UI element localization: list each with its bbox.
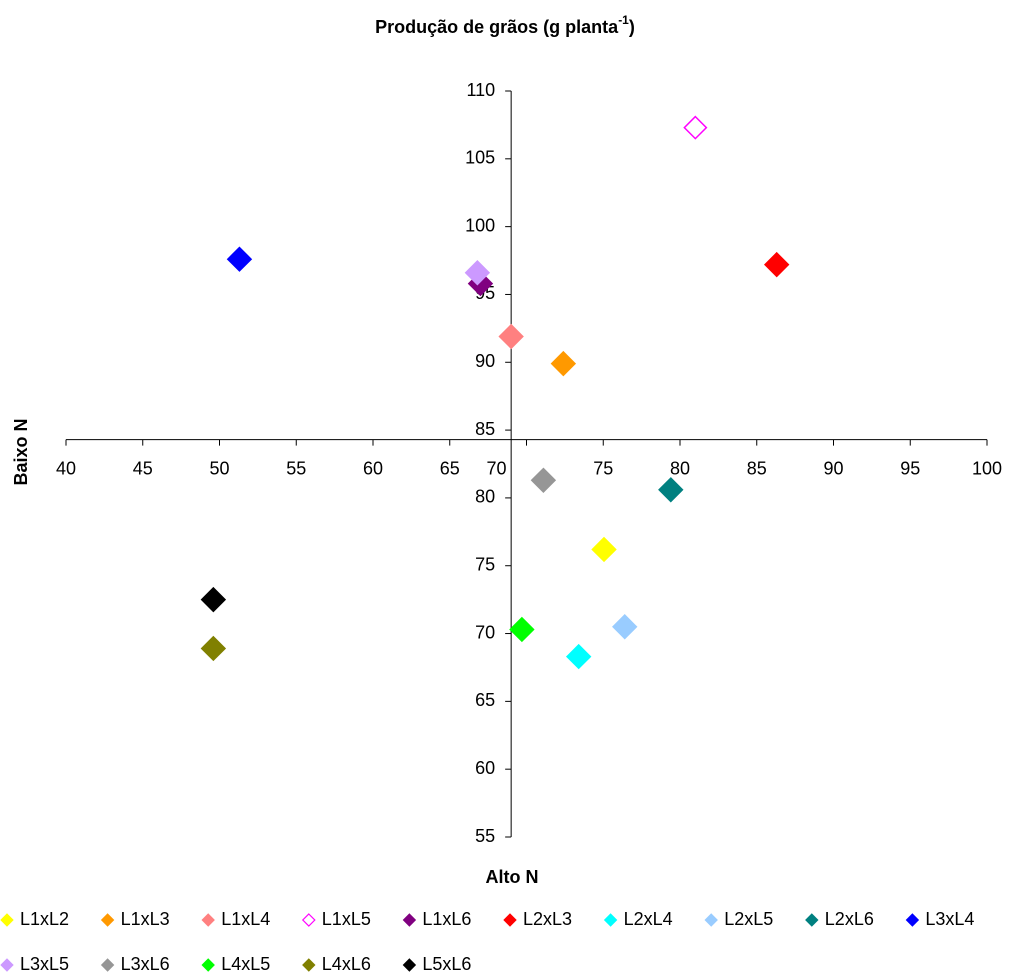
legend-marker bbox=[0, 958, 14, 972]
y-tick-label: 65 bbox=[475, 690, 495, 710]
x-tick-label: 50 bbox=[209, 458, 229, 478]
legend-label: L1xL4 bbox=[221, 909, 270, 929]
legend-label: L2xL3 bbox=[523, 909, 572, 929]
legend-marker bbox=[0, 913, 14, 927]
chart-title: Produção de grãos (g planta-1) bbox=[375, 13, 635, 37]
legend-marker bbox=[100, 913, 115, 927]
y-tick-label: 105 bbox=[465, 148, 495, 168]
x-tick-label: 95 bbox=[900, 458, 920, 478]
legend-label: L1xL3 bbox=[121, 909, 170, 929]
x-tick-label: 85 bbox=[747, 458, 767, 478]
y-tick-label: 80 bbox=[475, 487, 495, 507]
legend-marker bbox=[201, 913, 215, 927]
point bbox=[464, 260, 491, 286]
y-tick-label: 90 bbox=[475, 351, 495, 371]
point bbox=[498, 323, 524, 350]
y-tick-label: 75 bbox=[475, 554, 495, 574]
legend-label: L3xL6 bbox=[121, 954, 170, 973]
legend-label: L1xL5 bbox=[322, 909, 371, 929]
point bbox=[565, 643, 592, 670]
title-text: Produção de grãos (g planta bbox=[375, 17, 619, 37]
y-tick-label: 110 bbox=[466, 80, 495, 100]
legend-label: L4xL5 bbox=[221, 954, 270, 973]
y-axis-title: Baixo N bbox=[11, 418, 31, 485]
title-suffix: ) bbox=[629, 17, 635, 37]
legend-marker bbox=[402, 958, 417, 972]
legend-label: L3xL4 bbox=[925, 909, 974, 929]
x-tick-label: 55 bbox=[286, 458, 306, 478]
x-tick-label: 60 bbox=[363, 458, 383, 478]
legend-marker bbox=[905, 913, 920, 927]
point bbox=[612, 614, 638, 640]
legend-label: L3xL5 bbox=[20, 954, 69, 973]
y-tick-label: 85 bbox=[475, 419, 495, 439]
legend-label: L2xL5 bbox=[724, 909, 773, 929]
point bbox=[509, 616, 535, 643]
point bbox=[550, 350, 577, 377]
point bbox=[226, 246, 253, 272]
point bbox=[591, 536, 617, 563]
legend-marker bbox=[301, 913, 316, 927]
legend-marker bbox=[805, 913, 819, 927]
legend-marker bbox=[704, 913, 718, 927]
y-tick-label: 70 bbox=[475, 622, 495, 642]
legend-marker bbox=[603, 913, 618, 927]
legend-marker bbox=[100, 958, 115, 972]
x-tick-label: 45 bbox=[133, 458, 153, 478]
point bbox=[763, 251, 790, 278]
point bbox=[530, 467, 557, 493]
point bbox=[658, 477, 684, 503]
x-tick-label: 75 bbox=[593, 458, 613, 478]
legend-marker bbox=[302, 958, 316, 972]
y-tick-label: 55 bbox=[475, 826, 495, 846]
legend-marker bbox=[402, 913, 417, 927]
legend-marker bbox=[503, 913, 517, 927]
y-tick-label: 60 bbox=[475, 758, 495, 778]
point bbox=[683, 115, 708, 140]
x-tick-label: 40 bbox=[56, 458, 76, 478]
x-tick-label: 70 bbox=[486, 458, 506, 478]
point bbox=[200, 586, 227, 613]
title-superscript: -1 bbox=[618, 13, 629, 27]
x-tick-label: 100 bbox=[972, 458, 1002, 478]
legend-label: L2xL4 bbox=[624, 909, 673, 929]
point bbox=[200, 635, 227, 662]
legend-label: L1xL6 bbox=[422, 909, 471, 929]
x-tick-label: 80 bbox=[670, 458, 690, 478]
legend-label: L4xL6 bbox=[322, 954, 371, 973]
legend-label: L2xL6 bbox=[825, 909, 874, 929]
x-tick-label: 90 bbox=[823, 458, 843, 478]
x-tick-label: 65 bbox=[440, 458, 460, 478]
legend-label: L5xL6 bbox=[422, 954, 471, 973]
x-axis-title: Alto N bbox=[486, 867, 539, 887]
legend-marker bbox=[201, 958, 215, 972]
y-tick-label: 100 bbox=[465, 215, 495, 235]
legend-label: L1xL2 bbox=[20, 909, 69, 929]
